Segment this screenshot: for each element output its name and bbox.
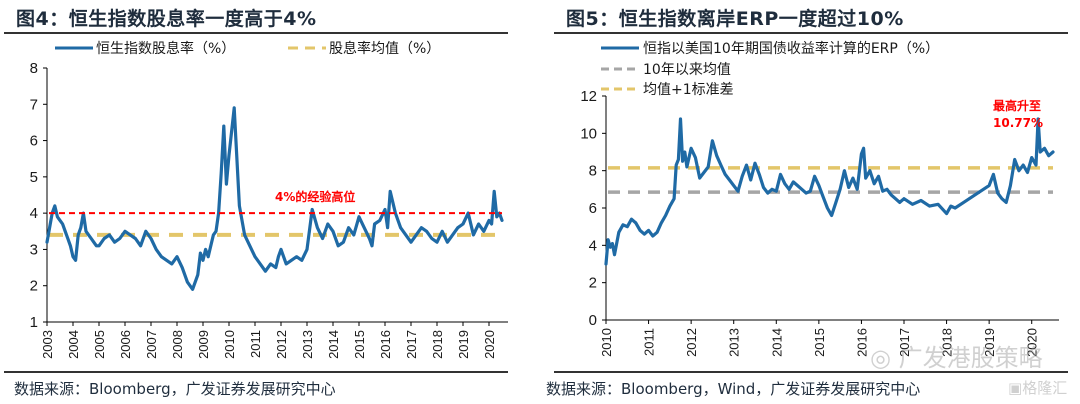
wechat-watermark: ◎ 广发港股策略 (870, 338, 1043, 373)
y-tick-label: 6 (30, 133, 38, 150)
source-divider (554, 371, 1068, 373)
y-tick-label: 6 (589, 200, 597, 217)
chart-panel-erp: 图5：恒生指数离岸ERP一度超过10% 数据来源：Bloomberg，Wind，… (540, 0, 1080, 404)
x-tick-label: 2011 (642, 328, 657, 356)
y-tick-label: 3 (30, 241, 38, 258)
x-tick-label: 2014 (769, 328, 784, 357)
x-tick-label: 2011 (248, 330, 263, 358)
x-tick-label: 2017 (404, 330, 419, 359)
brand-watermark: ▣格隆汇 (1008, 377, 1067, 398)
x-tick-label: 2017 (897, 328, 912, 357)
annotation-threshold: 4%的经验高位 (275, 189, 355, 204)
wechat-watermark-text: 广发港股策略 (898, 344, 1043, 372)
y-tick-label: 1 (30, 314, 38, 331)
x-tick-label: 2012 (274, 330, 289, 359)
annotation-peak-value: 10.77% (993, 116, 1043, 130)
y-tick-label: 7 (30, 96, 38, 113)
y-tick-label: 8 (589, 163, 597, 180)
x-tick-label: 2009 (196, 330, 211, 359)
annotation-peak-label: 最高升至 (993, 98, 1041, 113)
y-tick-label: 4 (589, 237, 597, 254)
x-tick-label: 2010 (599, 328, 614, 357)
legend-label-mean: 股息率均值（%） (329, 40, 440, 57)
x-tick-label: 2014 (326, 330, 341, 359)
source-note: 数据来源：Bloomberg，Wind，广发证券发展研究中心 (546, 380, 921, 398)
x-tick-label: 2016 (378, 330, 393, 359)
legend-label-dividend-yield: 恒生指数股息率（%） (96, 40, 235, 57)
x-tick-label: 2004 (66, 330, 81, 359)
x-tick-label: 2015 (352, 330, 367, 359)
x-tick-label: 2013 (300, 330, 315, 359)
x-tick-label: 2013 (727, 328, 742, 357)
y-tick-label: 8 (30, 60, 38, 77)
x-tick-label: 2018 (940, 328, 955, 357)
x-tick-label: 2008 (170, 330, 185, 359)
chart-title: 图5：恒生指数离岸ERP一度超过10% (566, 8, 904, 30)
x-tick-label: 2010 (222, 330, 237, 359)
source-divider (4, 371, 508, 373)
x-tick-label: 2016 (854, 328, 869, 357)
y-tick-label: 12 (580, 88, 597, 105)
y-tick-label: 0 (589, 312, 597, 329)
x-tick-label: 2019 (982, 328, 997, 357)
legend-label-mean-plus-1sd: 均值+1标准差 (643, 82, 734, 98)
title-divider (4, 32, 508, 34)
x-tick-label: 2019 (456, 330, 471, 359)
legend-label-mean: 10年以来均值 (643, 62, 731, 78)
x-tick-label: 2006 (118, 330, 133, 359)
legend-label-erp: 恒指以美国10年期国债收益率计算的ERP（%） (643, 40, 939, 57)
x-tick-label: 2015 (812, 328, 827, 357)
source-note: 数据来源：Bloomberg，广发证券发展研究中心 (14, 380, 336, 398)
y-tick-label: 4 (30, 205, 38, 222)
title-divider (554, 32, 1068, 34)
series-line (45, 106, 504, 291)
dividend-yield-chart: 1 2 3 4 5 6 7 8 2003 2004 2005 2006 2007 2008 2009 2010… (30, 40, 508, 359)
wechat-icon: ◎ (870, 344, 899, 372)
brand-logo-icon: ▣ (1008, 379, 1023, 397)
x-tick-label: 2018 (430, 330, 445, 359)
x-tick-label: 2020 (1025, 328, 1040, 357)
y-tick-label: 5 (30, 169, 38, 186)
y-tick-label: 10 (580, 125, 597, 142)
x-tick-label: 2020 (482, 330, 497, 359)
x-tick-label: 2007 (144, 330, 159, 359)
y-tick-label: 2 (589, 275, 597, 292)
series-line (604, 117, 1055, 266)
x-tick-label: 2003 (40, 330, 55, 359)
brand-watermark-text: 格隆汇 (1022, 379, 1068, 397)
y-tick-label: 2 (30, 278, 38, 295)
chart-title: 图4：恒生指数股息率一度高于4% (16, 8, 317, 30)
x-tick-label: 2012 (684, 328, 699, 357)
x-tick-label: 2005 (92, 330, 107, 359)
chart-panel-dividend-yield: 图4：恒生指数股息率一度高于4% 数据来源：Bloomberg，广发证券发展研究… (4, 8, 508, 398)
